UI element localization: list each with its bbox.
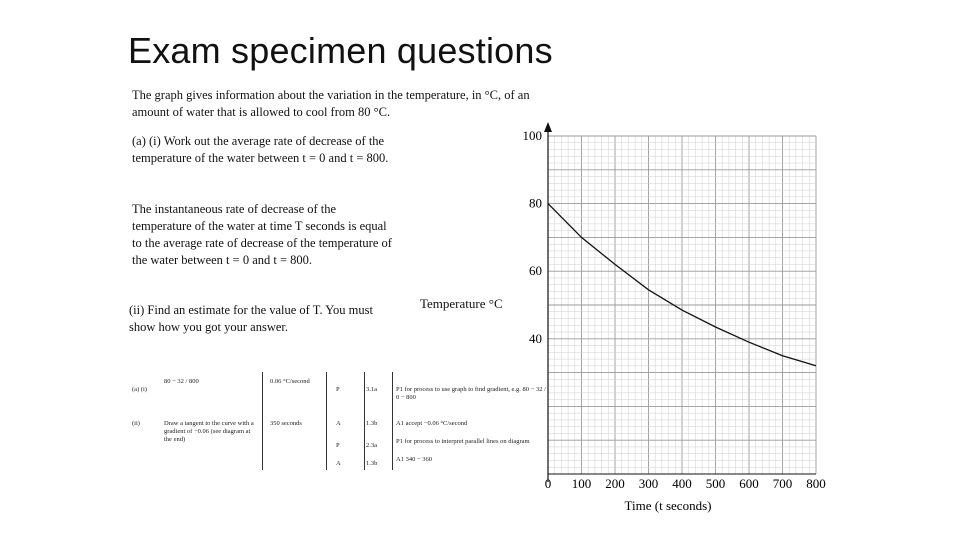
question-part-a-i: (a) (i) Work out the average rate of dec… bbox=[132, 134, 389, 165]
y-axis-label: Temperature °C bbox=[420, 296, 503, 311]
ms-mark: P bbox=[336, 386, 340, 393]
x-tick-label: 600 bbox=[739, 476, 759, 491]
ms-ao: 2.3a bbox=[366, 442, 378, 449]
x-tick-label: 200 bbox=[605, 476, 625, 491]
x-axis-label: Time (t seconds) bbox=[625, 498, 712, 513]
question-part-a-ii: (ii) Find an estimate for the value of T… bbox=[129, 303, 373, 334]
ms-notes: P1 for process to interpret parallel lin… bbox=[396, 438, 530, 445]
y-tick-label: 100 bbox=[523, 128, 543, 143]
mark-scheme-table: (a) (i) 80 − 32 / 800 0.06 °C/second P 3… bbox=[128, 372, 548, 472]
cooling-curve-line bbox=[547, 203, 817, 367]
ms-question-label: (ii) bbox=[132, 420, 140, 427]
x-tick-label: 300 bbox=[639, 476, 659, 491]
ms-question-label: (a) (i) bbox=[132, 386, 147, 393]
x-tick-label: 100 bbox=[572, 476, 592, 491]
y-tick-label: 80 bbox=[529, 196, 542, 211]
ms-notes: A1 340 − 360 bbox=[396, 456, 432, 463]
slide-title: Exam specimen questions bbox=[128, 30, 553, 71]
x-tick-label: 0 bbox=[545, 476, 552, 491]
ms-ao: 1.3b bbox=[366, 420, 378, 427]
x-tick-label: 500 bbox=[706, 476, 726, 491]
mark-scheme-divider bbox=[262, 372, 263, 470]
ms-mark: P bbox=[336, 442, 340, 449]
y-tick-label: 60 bbox=[529, 263, 542, 278]
ms-mark: A bbox=[336, 420, 341, 427]
y-axis-arrow bbox=[544, 122, 552, 132]
ms-notes: P1 for process to use graph to find grad… bbox=[396, 386, 546, 401]
question-statement: The instantaneous rate of decrease of th… bbox=[132, 202, 392, 267]
x-tick-label: 700 bbox=[773, 476, 793, 491]
ms-ao: 1.3b bbox=[366, 460, 378, 467]
x-tick-label: 400 bbox=[672, 476, 692, 491]
mark-scheme-divider bbox=[364, 372, 365, 470]
mark-scheme-divider bbox=[392, 372, 393, 470]
ms-mark: A bbox=[336, 460, 341, 467]
ms-answer: 0.06 °C/second bbox=[270, 378, 310, 385]
ms-ao: 3.1a bbox=[366, 386, 378, 393]
ms-working: Draw a tangent to the curve with a gradi… bbox=[164, 420, 254, 443]
question-intro: The graph gives information about the va… bbox=[132, 88, 530, 119]
y-tick-label: 40 bbox=[529, 331, 542, 346]
ms-working: 80 − 32 / 800 bbox=[164, 378, 199, 385]
ms-answer: 350 seconds bbox=[270, 420, 302, 427]
ms-notes: A1 accept −0.06 °C/second bbox=[396, 420, 468, 427]
x-tick-label: 800 bbox=[806, 476, 826, 491]
mark-scheme-divider bbox=[326, 372, 327, 470]
